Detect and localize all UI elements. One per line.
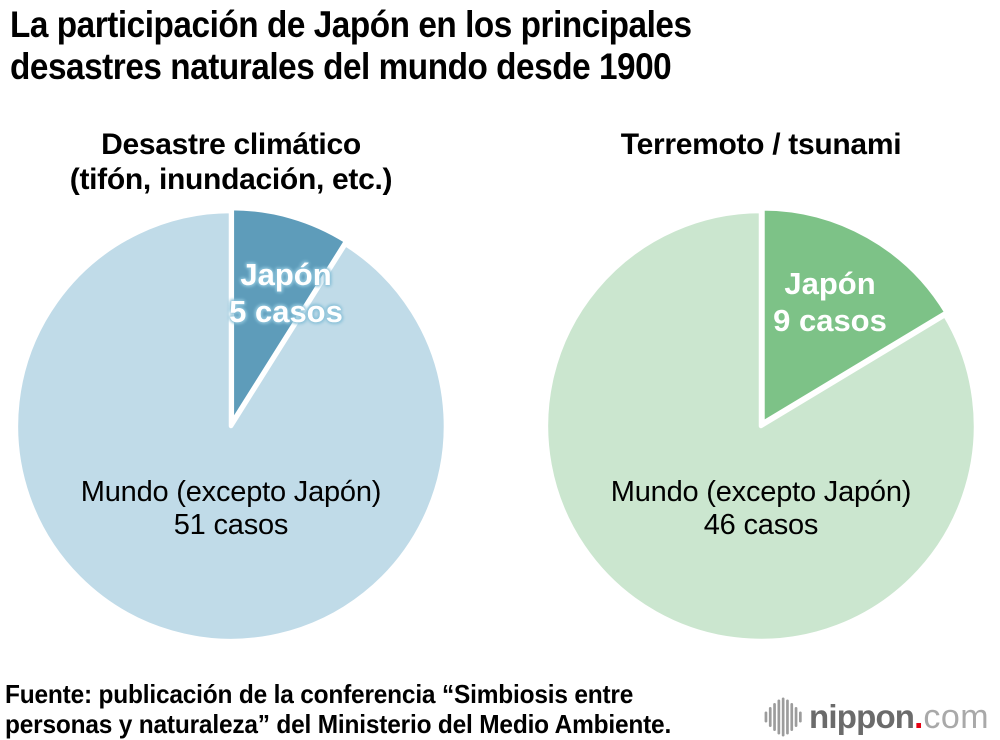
page-title-line2: desastres naturales del mundo desde 1900 (10, 46, 672, 87)
slice-label-japan-climate-name: Japón (240, 257, 332, 292)
slice-label-world-earthquake: Mundo (excepto Japón) 46 casos (541, 476, 981, 542)
pie-slice-world-climate (13, 208, 449, 644)
pie-chart-climate (13, 206, 449, 644)
pie-slice-japan-earthquake (760, 206, 949, 426)
nippon-com-logo: nippon.com (764, 694, 989, 740)
source-note-line1: Fuente: publicación de la conferencia “S… (5, 679, 634, 709)
source-note: Fuente: publicación de la conferencia “S… (5, 679, 671, 739)
slice-label-world-climate-value: 51 casos (173, 509, 289, 541)
chart-heading-earthquake: Terremoto / tsunami (541, 127, 981, 162)
logo-name: nippon (809, 698, 915, 735)
slice-label-world-earthquake-name: Mundo (excepto Japón) (610, 476, 912, 508)
pie-slice-japan-climate (229, 206, 349, 426)
logo-dot: . (914, 698, 924, 735)
soundwave-bars-icon (764, 697, 802, 737)
page-title-line1: La participación de Japón en los princip… (10, 4, 692, 45)
chart-heading-earthquake-line1: Terremoto / tsunami (620, 128, 902, 161)
pie-slice-world-earthquake (543, 208, 979, 644)
pie-chart-earthquake (543, 206, 979, 644)
slice-label-japan-earthquake-name: Japón (784, 266, 876, 301)
page-title: La participación de Japón en los princip… (10, 4, 692, 88)
source-note-line2: personas y naturaleza” del Ministerio de… (5, 709, 672, 739)
chart-heading-climate-line2: (tifón, inundación, etc.) (69, 163, 393, 196)
slice-label-japan-earthquake-value: 9 casos (773, 303, 887, 338)
slice-label-japan-climate-value: 5 casos (229, 294, 343, 329)
slice-label-japan-earthquake: Japón 9 casos (710, 265, 950, 339)
logo-tld: com (923, 698, 990, 736)
nippon-com-wordmark: nippon.com (809, 694, 989, 740)
chart-heading-climate-line1: Desastre climático (101, 128, 361, 161)
slice-label-japan-climate: Japón 5 casos (166, 256, 406, 330)
chart-heading-climate: Desastre climático (tifón, inundación, e… (11, 127, 451, 197)
slice-label-world-earthquake-value: 46 casos (703, 509, 819, 541)
slice-label-world-climate: Mundo (excepto Japón) 51 casos (11, 476, 451, 542)
slice-label-world-climate-name: Mundo (excepto Japón) (80, 476, 382, 508)
